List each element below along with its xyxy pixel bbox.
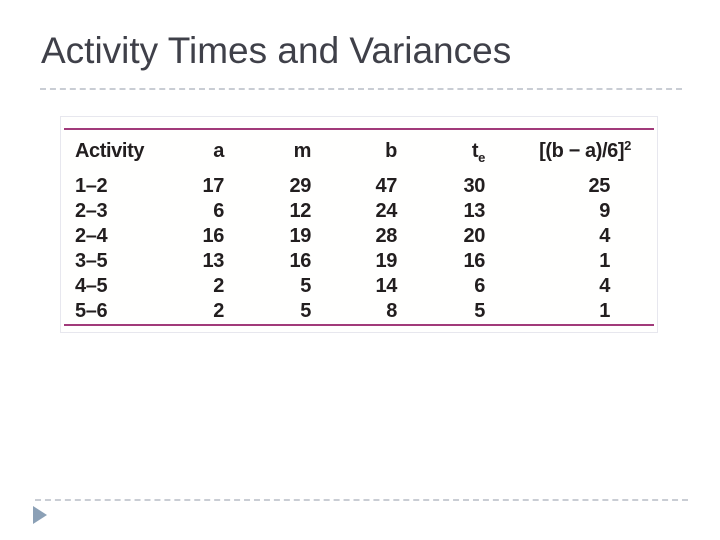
col-header-activity: Activity (75, 140, 145, 162)
value-cell: 30 (463, 175, 486, 197)
footer-divider (35, 499, 688, 501)
col-header-a: a (213, 140, 224, 162)
table-row: 5–6 2 5 8 5 1 (64, 299, 654, 325)
value-cell: 2 (213, 275, 224, 297)
value-cell: 5 (300, 275, 311, 297)
value-cell: 9 (599, 200, 610, 222)
next-slide-arrow-icon (33, 506, 47, 524)
col-header-variance: [(b − a)/6]2 (485, 129, 654, 174)
value-cell: 6 (213, 200, 224, 222)
value-cell: 25 (588, 175, 611, 197)
value-cell: 19 (289, 225, 312, 247)
table-row: 2–3 6 12 24 13 9 (64, 199, 654, 224)
value-cell: 12 (289, 200, 312, 222)
value-cell: 8 (386, 300, 397, 322)
value-cell: 28 (375, 225, 398, 247)
te-subscript: e (478, 150, 485, 165)
slide-title: Activity Times and Variances (41, 30, 512, 71)
value-cell: 6 (474, 275, 485, 297)
value-cell: 16 (289, 250, 312, 272)
table-row: 3–5 13 16 19 16 1 (64, 249, 654, 274)
activity-cell: 1–2 (75, 175, 108, 197)
value-cell: 20 (463, 225, 486, 247)
col-header-m: m (293, 140, 312, 162)
value-cell: 47 (375, 175, 398, 197)
col-header-te: te (397, 129, 486, 174)
value-cell: 1 (599, 250, 610, 272)
activity-cell: 2–4 (75, 225, 108, 247)
value-cell: 24 (375, 200, 398, 222)
activity-cell: 3–5 (75, 250, 108, 272)
table-row: 2–4 16 19 28 20 4 (64, 224, 654, 249)
value-cell: 17 (202, 175, 225, 197)
activity-cell: 5–6 (75, 300, 108, 322)
te-base: t (471, 140, 479, 162)
table-row: 4–5 2 5 14 6 4 (64, 274, 654, 299)
variance-base: [(b − a)/6] (539, 140, 625, 162)
value-cell: 4 (599, 275, 610, 297)
title-divider (40, 88, 682, 90)
value-cell: 5 (474, 300, 485, 322)
variance-superscript: 2 (624, 138, 631, 153)
value-cell: 29 (289, 175, 312, 197)
value-cell: 16 (463, 250, 486, 272)
value-cell: 1 (599, 300, 610, 322)
activity-table-figure: Activity a m b te [(b − a)/6]2 1–2 17 29 47… (60, 116, 658, 333)
activity-cell: 2–3 (75, 200, 108, 222)
activity-times-variances-table: Activity a m b te [(b − a)/6]2 1–2 17 29 47… (64, 128, 654, 326)
value-cell: 4 (599, 225, 610, 247)
value-cell: 5 (300, 300, 311, 322)
value-cell: 16 (202, 225, 225, 247)
value-cell: 13 (463, 200, 486, 222)
value-cell: 13 (202, 250, 225, 272)
table-header-row: Activity a m b te [(b − a)/6]2 (64, 129, 654, 174)
col-header-b: b (385, 140, 397, 162)
table-row: 1–2 17 29 47 30 25 (64, 174, 654, 199)
activity-cell: 4–5 (75, 275, 108, 297)
table-body: 1–2 17 29 47 30 25 2–3 6 12 24 13 9 2–4 16 19 28 20 4 3–5 1… (64, 174, 654, 325)
value-cell: 14 (375, 275, 398, 297)
value-cell: 2 (213, 300, 224, 322)
value-cell: 19 (375, 250, 398, 272)
